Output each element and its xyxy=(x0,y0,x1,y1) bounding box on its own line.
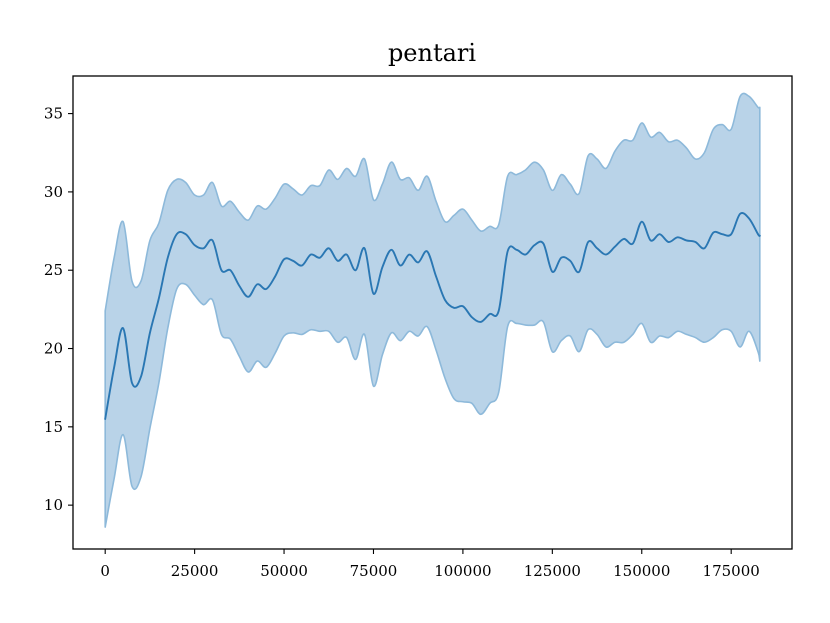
y-tick-label: 25 xyxy=(44,261,63,279)
x-tick-label: 50000 xyxy=(260,562,308,580)
axes-frame xyxy=(72,75,793,550)
mean-line xyxy=(104,212,761,420)
x-tick-label: 100000 xyxy=(434,562,491,580)
x-tick-label: 125000 xyxy=(524,562,581,580)
axes: 0 25000 50000 75000 100000 125000 150000 175000… xyxy=(44,75,793,580)
x-tick-label: 0 xyxy=(100,562,110,580)
y-tick-label: 10 xyxy=(44,496,63,514)
y-tick-label: 35 xyxy=(44,105,63,123)
confidence-band xyxy=(104,92,761,528)
y-tick-label: 20 xyxy=(44,340,63,358)
x-tick-label: 75000 xyxy=(350,562,398,580)
x-tick-label: 175000 xyxy=(703,562,760,580)
y-tick-label: 30 xyxy=(44,183,63,201)
chart-title: pentari xyxy=(388,39,476,67)
plot-area xyxy=(104,92,761,528)
y-tick-label: 15 xyxy=(44,418,63,436)
x-tick-label: 25000 xyxy=(171,562,219,580)
x-tick-label: 150000 xyxy=(613,562,670,580)
